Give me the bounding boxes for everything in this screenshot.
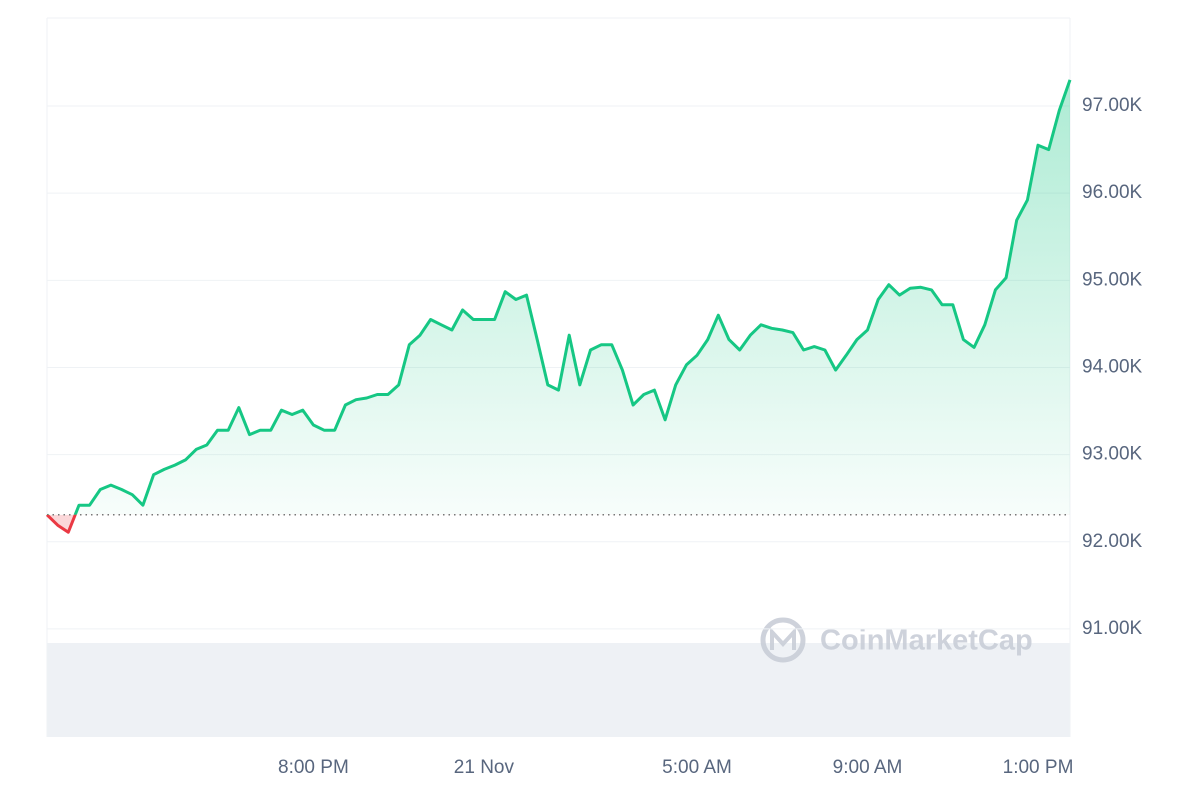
watermark: CoinMarketCap xyxy=(760,617,1033,663)
y-tick-label: 97.00K xyxy=(1082,95,1143,116)
volume-band xyxy=(47,643,1070,737)
y-tick-label: 91.00K xyxy=(1082,618,1143,639)
x-tick-label: 1:00 PM xyxy=(1003,757,1074,778)
x-tick-label: 8:00 PM xyxy=(278,757,349,778)
y-tick-label: 93.00K xyxy=(1082,444,1143,465)
y-tick-label: 95.00K xyxy=(1082,269,1143,290)
watermark-logo xyxy=(760,617,806,663)
x-tick-label: 5:00 AM xyxy=(662,757,732,778)
price-line-up xyxy=(47,79,1072,515)
watermark-logo-m xyxy=(770,626,796,650)
watermark-text: CoinMarketCap xyxy=(820,625,1033,657)
x-tick-label: 9:00 AM xyxy=(833,757,903,778)
x-tick-label: 21 Nov xyxy=(454,757,515,778)
area-up xyxy=(75,79,1070,515)
y-tick-label: 92.00K xyxy=(1082,531,1143,552)
y-tick-label: 94.00K xyxy=(1082,356,1143,377)
y-tick-label: 96.00K xyxy=(1082,182,1143,203)
